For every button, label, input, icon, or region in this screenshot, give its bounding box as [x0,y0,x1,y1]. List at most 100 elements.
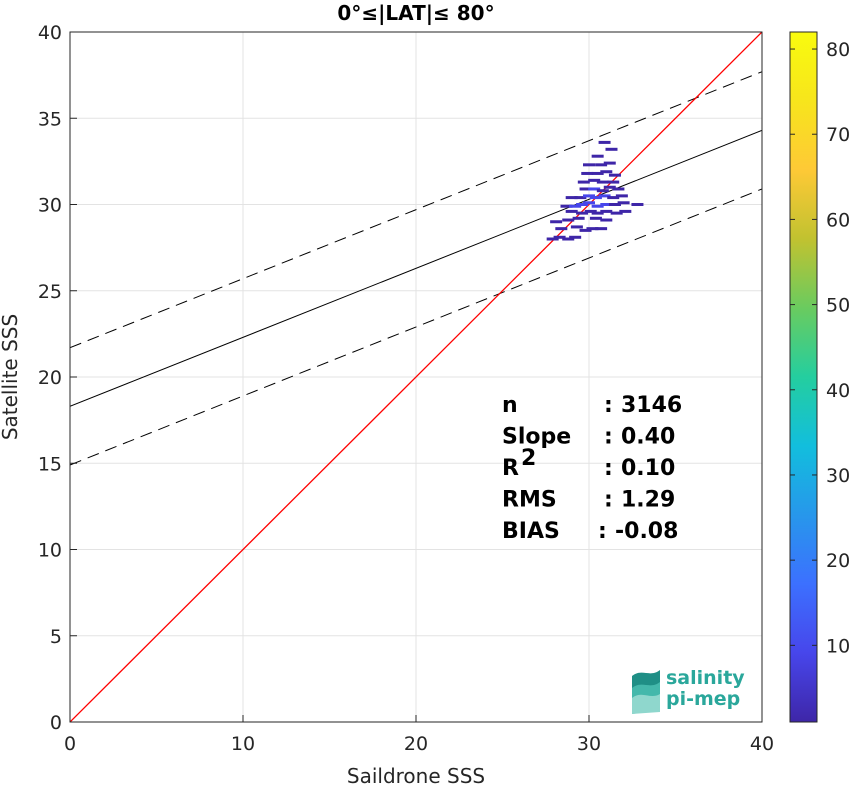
stat-separator: : [604,425,613,450]
stat-superscript: 2 [521,446,536,471]
density-point [603,161,616,165]
colorbar-tick-label: 50 [826,295,850,317]
density-point [576,211,589,215]
density-point [570,225,583,229]
y-tick-label: 10 [38,540,62,562]
colorbar-tick-label: 60 [826,209,850,231]
density-point [546,237,559,241]
stat-separator: : [604,456,613,481]
lower-bound-line [70,188,762,466]
statistics-box: n: 3146 Slope: 0.40 R 2: 0.10 RMS: 1.29 BIAS:… [502,393,682,544]
density-point [600,209,613,213]
density-point [595,163,608,167]
density-point [577,180,590,184]
density-point [562,218,575,222]
one-to-one-line [70,32,762,722]
density-point [600,218,613,222]
y-tick-label: 20 [38,367,62,389]
density-point [576,203,589,206]
density-point [581,171,594,175]
upper-bound-line [70,71,762,349]
x-tick-label: 40 [750,733,774,755]
density-point [595,227,608,231]
stat-value: 0.40 [621,425,675,450]
colorbar-tick-label: 10 [826,635,850,657]
colorbar-tick-label: 40 [826,380,850,402]
stat-label: RMS [502,488,557,513]
y-tick-label: 30 [38,195,62,217]
density-point [615,194,628,198]
x-tick-label: 20 [404,733,428,755]
colorbar-tick-label: 30 [826,465,850,487]
x-axis-label: Saildrone SSS [347,764,485,786]
density-point [565,209,578,213]
density-point [603,185,616,189]
logo-line-1: salinity [666,667,745,689]
density-point [617,201,630,205]
colorbar-ticks: 10 20 30 40 50 60 70 80 [790,39,850,657]
density-point [569,235,582,239]
density-point [598,140,611,144]
density-point [560,204,573,208]
x-axis-ticks: 0 10 20 30 40 [64,715,774,755]
stat-value: -0.08 [615,519,678,544]
x-tick-label: 10 [231,733,255,755]
stat-value: 1.29 [621,488,675,513]
density-point [584,209,597,213]
density-point [572,216,585,220]
stat-separator: : [598,519,607,544]
density-point [565,196,578,200]
stat-value: 0.10 [621,456,675,481]
y-axis-ticks: 0 5 10 15 20 25 30 35 40 [38,22,77,734]
density-point [608,173,621,177]
y-tick-label: 25 [38,281,62,303]
density-point [562,237,575,241]
density-point [591,154,604,158]
density-point [619,209,632,213]
x-tick-label: 0 [64,733,76,755]
density-point [610,211,623,215]
density-point [589,196,602,200]
density-point [600,170,613,174]
y-tick-label: 35 [38,108,62,130]
density-point [608,203,621,206]
density-point [574,196,587,200]
density-point [550,220,563,224]
stat-label: BIAS [502,519,560,544]
y-tick-label: 15 [38,453,62,475]
density-point [579,228,592,232]
logo-line-2: pi-mep [666,688,740,710]
salinity-pi-mep-logo: salinity pi-mep [632,667,745,714]
density-point [583,163,595,167]
y-tick-label: 0 [50,712,62,734]
stat-label: R [502,456,519,481]
density-point [596,180,609,184]
density-point [579,187,592,191]
x-tick-label: 30 [577,733,601,755]
fit-line [70,129,762,407]
colorbar-tick-label: 20 [826,550,850,572]
stat-value: 3146 [621,393,682,418]
density-point [583,194,595,198]
density-point [607,196,620,200]
density-point [631,203,644,206]
logo-wave-front [632,694,660,714]
y-tick-label: 40 [38,22,62,44]
colorbar-tick-label: 80 [826,39,850,61]
stat-label: n [502,393,518,418]
density-point [588,178,601,182]
y-tick-label: 5 [50,626,62,648]
density-point [607,180,620,184]
stat-label: Slope [502,425,571,450]
density-point [591,171,604,175]
density-point [555,227,568,231]
density-point [588,187,601,191]
density-point [591,204,604,208]
density-point [600,203,613,206]
density-point [583,201,595,205]
density-points [546,140,644,241]
stat-separator: : [604,488,613,513]
density-point [586,227,599,231]
colorbar [789,31,818,723]
